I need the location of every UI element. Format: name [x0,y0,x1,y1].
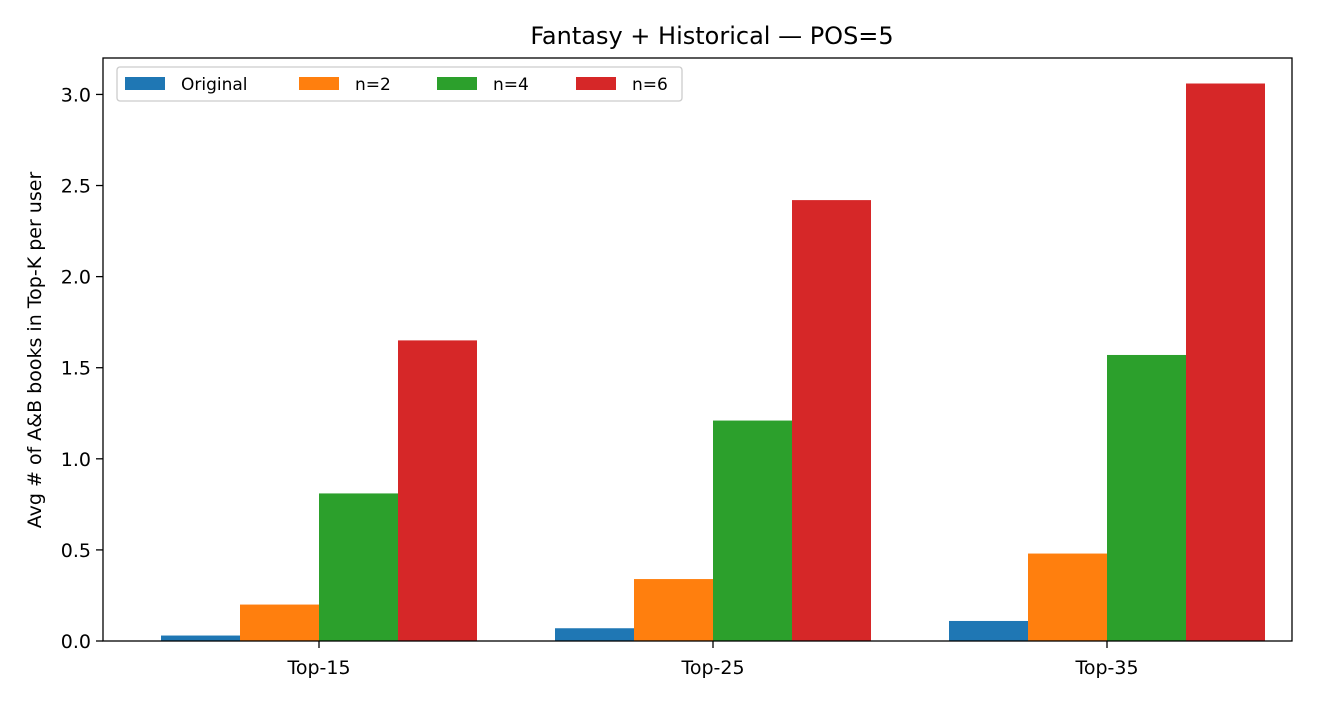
bar-n=2-Top-35 [1028,553,1107,641]
legend-label-n=4: n=4 [493,75,529,95]
y-tick-label: 0.5 [61,540,91,562]
y-tick-label: 1.5 [61,358,91,380]
legend-swatch-n=4 [437,77,477,90]
y-tick-label: 0.0 [61,631,91,653]
y-axis: 0.0 0.5 1.0 1.5 2.0 2.5 3.0 [61,84,103,653]
bar-n=4-Top-15 [319,493,398,641]
legend-box [116,66,683,102]
y-tick-label: 3.0 [61,84,91,106]
y-tick-label: 1.0 [61,449,91,471]
legend-label-n=6: n=6 [632,75,668,95]
legend-swatch-n=2 [299,77,339,90]
bar-Original-Top-35 [949,620,1028,641]
x-axis: Top-15 Top-25 Top-35 [286,641,1139,679]
legend-swatch-n=6 [576,77,616,90]
bar-n=6-Top-25 [792,200,871,641]
chart-title: Fantasy + Historical — POS=5 [530,22,893,50]
bar-n=4-Top-35 [1107,354,1186,641]
x-tick-label: Top-25 [680,657,744,679]
y-tick-label: 2.0 [61,267,91,289]
bar-n=2-Top-15 [240,604,319,641]
bar-n=4-Top-25 [713,420,792,641]
bar-Original-Top-15 [161,635,240,641]
x-tick-label: Top-15 [286,657,350,679]
bar-Original-Top-25 [555,628,634,641]
plot-frame [102,57,1293,642]
legend-swatch-Original [125,77,165,90]
bar-n=6-Top-35 [1186,83,1265,642]
legend: Original n=2 n=4 n=6 [116,66,683,102]
bars-layer [161,83,1265,642]
bar-n=6-Top-15 [398,340,477,641]
legend-label-Original: Original [181,75,248,95]
legend-label-n=2: n=2 [355,75,391,95]
y-axis-label: Avg # of A&B books in Top-K per user [24,172,46,529]
bar-n=2-Top-25 [634,579,713,641]
y-tick-label: 2.5 [61,176,91,198]
x-tick-label: Top-35 [1074,657,1138,679]
